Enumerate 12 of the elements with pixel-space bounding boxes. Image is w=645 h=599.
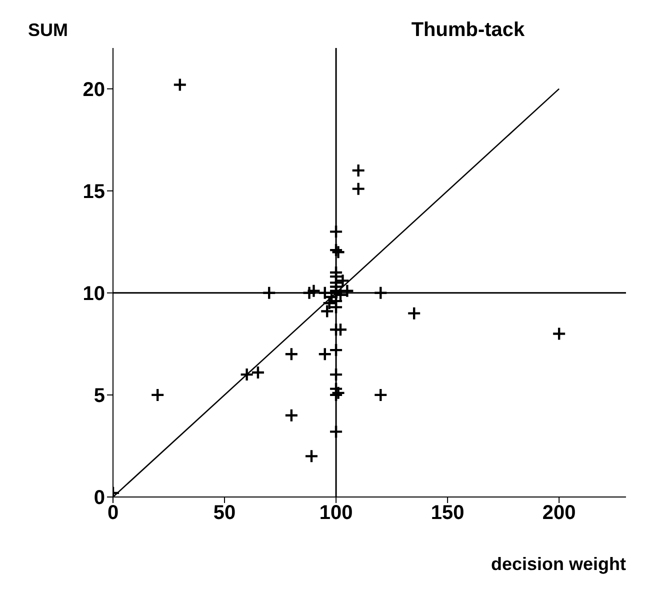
- x-axis-title: decision weight: [490, 554, 626, 574]
- x-tick-label: 50: [213, 502, 236, 524]
- chart-title: Thumb-tack: [411, 19, 526, 41]
- x-tick-label: 100: [319, 502, 353, 524]
- x-tick-label: 200: [542, 502, 576, 524]
- y-tick-label: 10: [82, 283, 105, 306]
- y-tick-label: 5: [94, 385, 105, 408]
- y-tick-label: 0: [94, 487, 105, 510]
- x-tick-label: 150: [430, 502, 464, 524]
- y-tick-label: 20: [82, 78, 105, 101]
- y-axis-title: SUM: [28, 20, 68, 40]
- y-tick-label: 15: [82, 180, 105, 203]
